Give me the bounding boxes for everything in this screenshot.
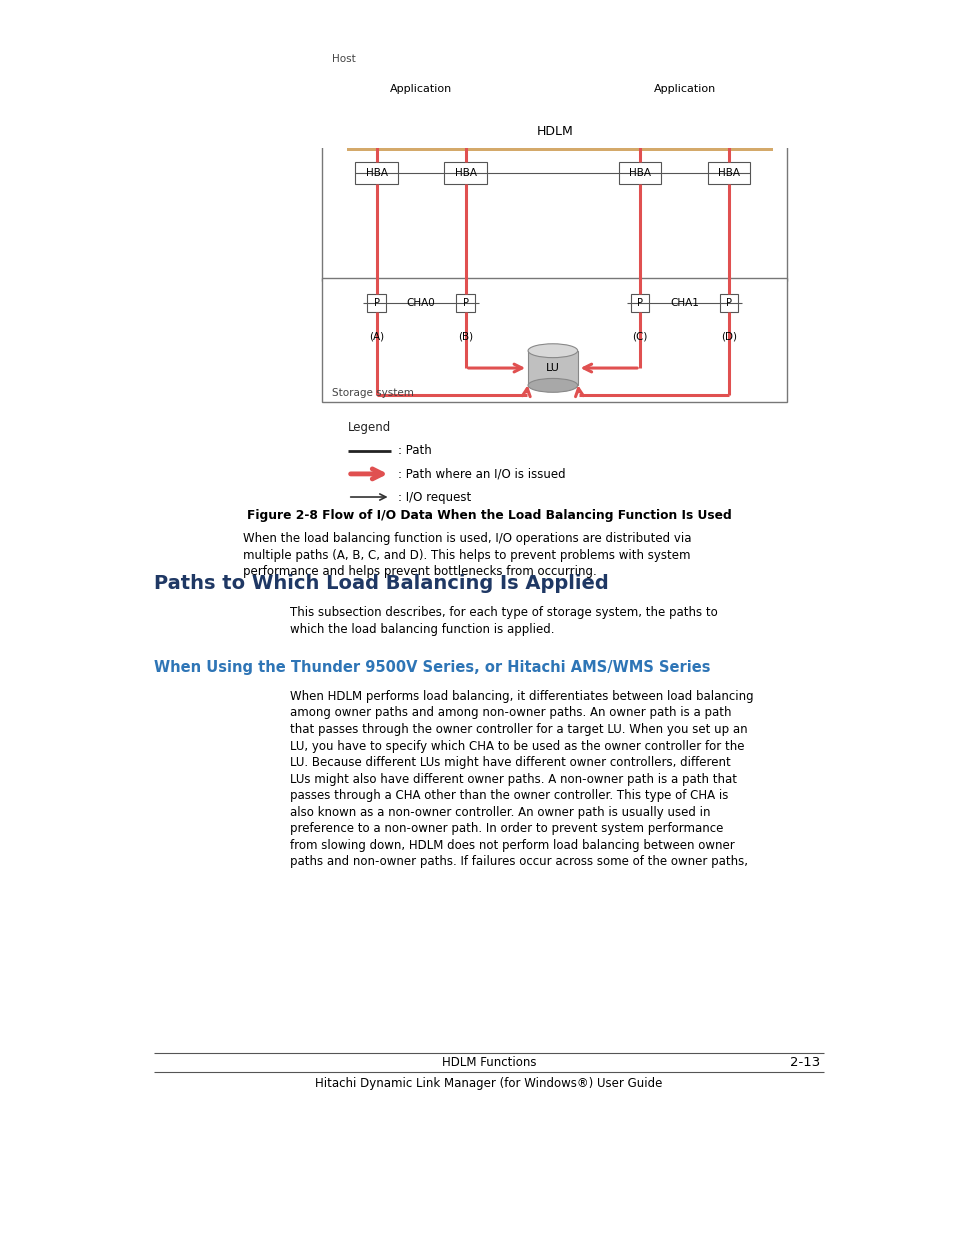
Polygon shape: [444, 162, 486, 184]
Polygon shape: [322, 51, 786, 280]
Text: LU: LU: [545, 363, 559, 373]
Polygon shape: [707, 162, 750, 184]
Text: Figure 2-8 Flow of I/O Data When the Load Balancing Function Is Used: Figure 2-8 Flow of I/O Data When the Loa…: [246, 509, 731, 522]
Text: This subsection describes, for each type of storage system, the paths to: This subsection describes, for each type…: [290, 606, 717, 619]
Polygon shape: [720, 294, 738, 312]
Text: 2-13: 2-13: [789, 1056, 820, 1068]
Text: LUs might also have different owner paths. A non-owner path is a path that: LUs might also have different owner path…: [290, 773, 736, 785]
Text: multiple paths (A, B, C, and D). This helps to prevent problems with system: multiple paths (A, B, C, and D). This he…: [243, 548, 690, 562]
Text: also known as a non-owner controller. An owner path is usually used in: also known as a non-owner controller. An…: [290, 805, 709, 819]
Text: HBA: HBA: [628, 168, 650, 178]
Bar: [528, 351, 578, 385]
Text: that passes through the owner controller for a target LU. When you set up an: that passes through the owner controller…: [290, 722, 746, 736]
Text: passes through a CHA other than the owner controller. This type of CHA is: passes through a CHA other than the owne…: [290, 789, 727, 803]
Text: Application: Application: [653, 84, 715, 94]
Polygon shape: [355, 162, 397, 184]
Text: When the load balancing function is used, I/O operations are distributed via: When the load balancing function is used…: [243, 532, 691, 545]
Text: Application: Application: [390, 84, 452, 94]
Text: preference to a non-owner path. In order to prevent system performance: preference to a non-owner path. In order…: [290, 823, 722, 835]
Polygon shape: [322, 278, 786, 403]
Text: performance and helps prevent bottlenecks from occurring.: performance and helps prevent bottleneck…: [243, 566, 597, 578]
Text: from slowing down, HDLM does not perform load balancing between owner: from slowing down, HDLM does not perform…: [290, 839, 734, 852]
Polygon shape: [371, 74, 471, 104]
Polygon shape: [634, 74, 734, 104]
Text: HDLM: HDLM: [536, 125, 573, 138]
Text: paths and non-owner paths. If failures occur across some of the owner paths,: paths and non-owner paths. If failures o…: [290, 856, 747, 868]
Text: P: P: [725, 298, 731, 308]
Text: CHA0: CHA0: [406, 298, 435, 308]
Text: When Using the Thunder 9500V Series, or Hitachi AMS/WMS Series: When Using the Thunder 9500V Series, or …: [154, 659, 710, 674]
Polygon shape: [367, 294, 385, 312]
Text: : I/O request: : I/O request: [397, 490, 471, 504]
Text: (A): (A): [369, 332, 384, 342]
Text: (C): (C): [632, 332, 647, 342]
Text: (D): (D): [720, 332, 737, 342]
Polygon shape: [341, 117, 767, 146]
Text: Hitachi Dynamic Link Manager (for Windows®) User Guide: Hitachi Dynamic Link Manager (for Window…: [314, 1077, 662, 1091]
Text: CHA1: CHA1: [669, 298, 699, 308]
Text: Paths to Which Load Balancing Is Applied: Paths to Which Load Balancing Is Applied: [154, 574, 608, 593]
Text: P: P: [462, 298, 468, 308]
Text: HBA: HBA: [365, 168, 387, 178]
Polygon shape: [618, 162, 660, 184]
Polygon shape: [347, 122, 773, 151]
Text: (B): (B): [457, 332, 473, 342]
Polygon shape: [639, 80, 740, 109]
Text: Storage system: Storage system: [332, 388, 413, 398]
Text: When HDLM performs load balancing, it differentiates between load balancing: When HDLM performs load balancing, it di…: [290, 690, 753, 703]
Ellipse shape: [528, 378, 578, 393]
Text: HDLM Functions: HDLM Functions: [441, 1056, 536, 1068]
Text: which the load balancing function is applied.: which the load balancing function is app…: [290, 622, 554, 636]
Ellipse shape: [528, 343, 578, 358]
Text: LU, you have to specify which CHA to be used as the owner controller for the: LU, you have to specify which CHA to be …: [290, 740, 743, 752]
Text: HBA: HBA: [455, 168, 476, 178]
Text: among owner paths and among non-owner paths. An owner path is a path: among owner paths and among non-owner pa…: [290, 706, 731, 720]
Text: HBA: HBA: [718, 168, 740, 178]
Text: Legend: Legend: [348, 421, 391, 435]
Text: : Path: : Path: [397, 445, 432, 457]
Polygon shape: [375, 80, 476, 109]
Text: Host: Host: [332, 54, 355, 64]
Text: P: P: [637, 298, 642, 308]
Polygon shape: [630, 294, 649, 312]
Polygon shape: [456, 294, 475, 312]
Text: : Path where an I/O is issued: : Path where an I/O is issued: [397, 467, 565, 480]
Text: P: P: [374, 298, 379, 308]
Text: LU. Because different LUs might have different owner controllers, different: LU. Because different LUs might have dif…: [290, 756, 730, 769]
